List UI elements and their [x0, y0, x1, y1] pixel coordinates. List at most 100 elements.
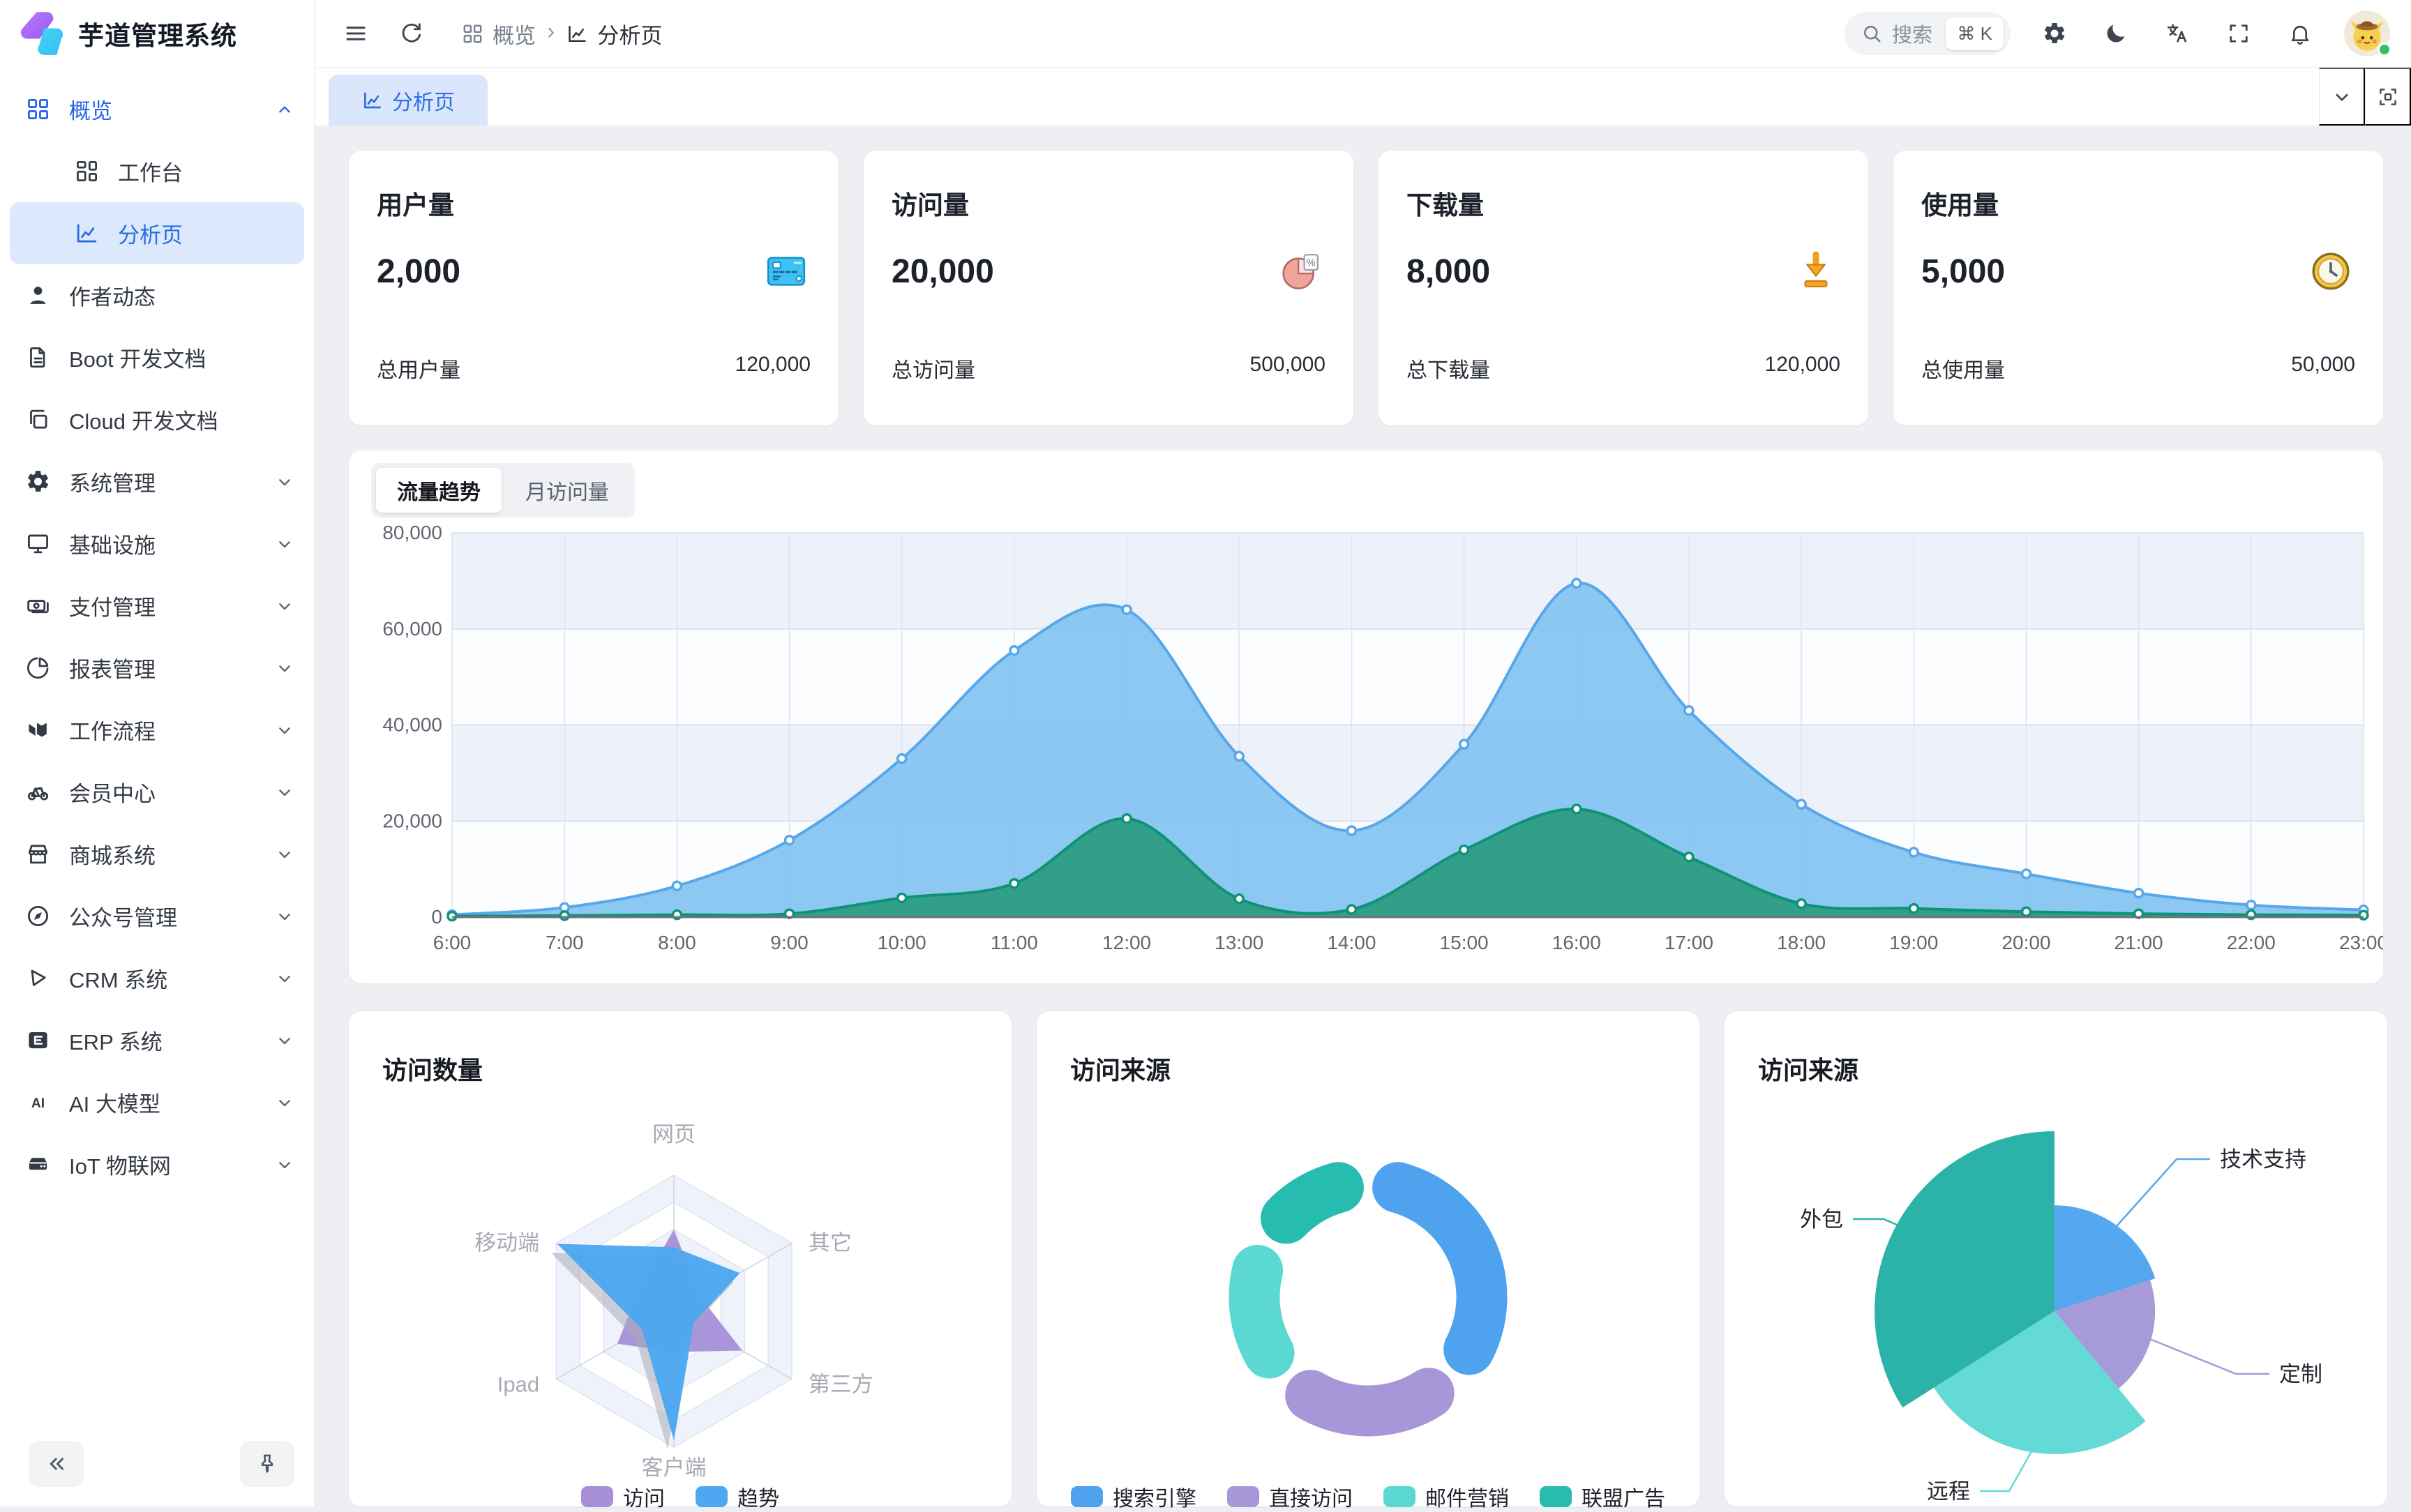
- sidebar-item-ai[interactable]: AI AI 大模型: [0, 1071, 314, 1133]
- chevron-down-icon: [273, 781, 296, 803]
- legend-item[interactable]: 联盟广告: [1540, 1481, 1665, 1512]
- online-status-dot: [2378, 43, 2391, 56]
- sidebar-item-iot[interactable]: IoT 物联网: [0, 1133, 314, 1195]
- breadcrumb-item[interactable]: 分析页: [566, 18, 662, 50]
- legend-item[interactable]: 搜索引擎: [1071, 1481, 1196, 1512]
- pie-chart-icon: %: [1279, 250, 1323, 293]
- breadcrumb: 概览 › 分析页: [461, 18, 662, 50]
- stat-title: 访问量: [892, 191, 969, 220]
- stat-card-3: 下载量 8,000 总下载量 120,000: [1379, 151, 1868, 425]
- chevron-down-icon: [273, 905, 296, 928]
- sidebar-item-author[interactable]: 作者动态: [0, 264, 314, 326]
- grid-icon: [461, 22, 484, 45]
- sidebar-collapse-button[interactable]: [29, 1441, 84, 1487]
- stat-footer-value: 120,000: [735, 353, 811, 376]
- stat-footer-label: 总用户量: [377, 359, 460, 382]
- sidebar-item-report[interactable]: 报表管理: [0, 637, 314, 699]
- svg-text:40,000: 40,000: [382, 714, 442, 736]
- grid-icon: [25, 96, 51, 122]
- chevron-down-icon: [273, 657, 296, 679]
- legend-item[interactable]: 直接访问: [1227, 1481, 1353, 1512]
- card-title: 访问来源: [1070, 1056, 1171, 1084]
- svg-text:80,000: 80,000: [382, 522, 442, 543]
- menu-toggle-button[interactable]: [338, 16, 373, 51]
- chevron-down-icon: [273, 1154, 296, 1176]
- svg-text:定制: 定制: [2279, 1362, 2322, 1386]
- user-icon: [25, 282, 51, 308]
- svg-text:12:00: 12:00: [1102, 932, 1151, 953]
- svg-text:网页: 网页: [652, 1122, 696, 1147]
- chevron-down-icon: [273, 595, 296, 617]
- credit-card-icon: [765, 250, 808, 293]
- sidebar-item-mp[interactable]: 公众号管理: [0, 885, 314, 947]
- iot-icon: [25, 1151, 51, 1177]
- trend-tab-流量趋势[interactable]: 流量趋势: [376, 468, 502, 513]
- sidebar-footer: [0, 1441, 314, 1499]
- card-title: 访问来源: [1758, 1056, 1859, 1084]
- stat-footer-label: 总下载量: [1406, 359, 1490, 382]
- svg-text:移动端: 移动端: [474, 1231, 539, 1255]
- sidebar-item-workbench[interactable]: 工作台: [0, 140, 314, 202]
- sidebar-item-erp[interactable]: ERP 系统: [0, 1009, 314, 1071]
- workbench-icon: [74, 158, 100, 184]
- fullscreen-icon[interactable]: [2221, 16, 2256, 51]
- sidebar-item-system[interactable]: 系统管理: [0, 451, 314, 513]
- chart-icon: [361, 89, 384, 112]
- chevron-down-icon: [273, 1029, 296, 1052]
- search-input[interactable]: 搜索 ⌘ K: [1845, 12, 2011, 55]
- download-icon: [1794, 250, 1838, 293]
- sidebar-item-analysis[interactable]: 分析页: [10, 202, 304, 264]
- sidebar-item-boot-docs[interactable]: Boot 开发文档: [0, 326, 314, 388]
- sidebar-pin-button[interactable]: [240, 1441, 294, 1487]
- sidebar-item-workflow[interactable]: 工作流程: [0, 699, 314, 761]
- visit-source-donut-chart: [1037, 1011, 1699, 1506]
- svg-text:11:00: 11:00: [991, 932, 1038, 953]
- svg-text:9:00: 9:00: [770, 932, 809, 953]
- clock-icon: [2309, 250, 2352, 293]
- app-logo-row[interactable]: 芋道管理系统: [18, 10, 237, 57]
- svg-text:14:00: 14:00: [1327, 932, 1376, 953]
- svg-text:23:00: 23:00: [2339, 932, 2383, 953]
- sidebar-menu: 概览 工作台 分析页 作者动态 Boot 开发文档 Cloud 开发文档 系统管理 基础设施支…: [0, 78, 314, 1195]
- legend-item[interactable]: 邮件营销: [1383, 1481, 1509, 1512]
- svg-text:技术支持: 技术支持: [2220, 1147, 2306, 1172]
- tab-analysis-page[interactable]: 分析页: [329, 75, 488, 126]
- sidebar-item-crm[interactable]: CRM 系统: [0, 947, 314, 1009]
- stat-footer-value: 500,000: [1249, 353, 1325, 376]
- chevron-down-icon: [273, 967, 296, 990]
- settings-gear-icon[interactable]: [2037, 16, 2072, 51]
- language-translate-icon[interactable]: [2160, 16, 2195, 51]
- trend-tab-switcher: 流量趋势 月访问量: [371, 463, 635, 517]
- sidebar-item-member[interactable]: 会员中心: [0, 761, 314, 823]
- notification-bell-icon[interactable]: [2283, 16, 2318, 51]
- sidebar-item-payment[interactable]: 支付管理: [0, 575, 314, 637]
- chevron-down-icon: [273, 843, 296, 865]
- legend-item[interactable]: 访问: [581, 1481, 665, 1512]
- svg-text:18:00: 18:00: [1777, 932, 1826, 953]
- svg-text:16:00: 16:00: [1552, 932, 1601, 953]
- svg-text:第三方: 第三方: [809, 1373, 873, 1397]
- content-maximize-icon[interactable]: [2365, 68, 2411, 126]
- monitor-icon: [25, 531, 51, 557]
- refresh-button[interactable]: [394, 16, 429, 51]
- svg-text:19:00: 19:00: [1889, 932, 1938, 953]
- gear-icon: [25, 469, 51, 494]
- stat-card-4: 使用量 5,000 总使用量 50,000: [1893, 151, 2383, 425]
- user-avatar[interactable]: [2344, 10, 2391, 56]
- sidebar-item-mall[interactable]: 商城系统: [0, 823, 314, 885]
- breadcrumb-item[interactable]: 概览: [461, 18, 536, 50]
- stat-card-1: 用户量 2,000 总用户量 120,000: [349, 151, 839, 425]
- stat-card-2: 访问量 20,000% 总访问量 500,000: [864, 151, 1353, 425]
- dark-mode-moon-icon[interactable]: [2098, 16, 2133, 51]
- sidebar-item-overview[interactable]: 概览: [0, 78, 314, 140]
- sidebar-item-infra[interactable]: 基础设施: [0, 513, 314, 575]
- trend-tab-月访问量[interactable]: 月访问量: [504, 468, 630, 513]
- svg-text:外包: 外包: [1800, 1207, 1843, 1232]
- sidebar-item-cloud-docs[interactable]: Cloud 开发文档: [0, 388, 314, 451]
- crm-icon: [25, 965, 51, 991]
- stat-footer-value: 120,000: [1764, 353, 1840, 376]
- tab-list-dropdown-icon[interactable]: [2319, 68, 2365, 126]
- legend-item[interactable]: 趋势: [696, 1481, 779, 1512]
- topbar: 概览 › 分析页 搜索 ⌘ K: [315, 0, 2411, 68]
- chevron-up-icon: [273, 98, 296, 121]
